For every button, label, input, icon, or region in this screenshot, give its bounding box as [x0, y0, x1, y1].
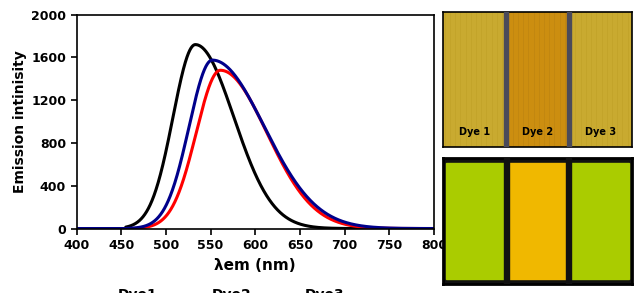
Dye3 [114, 227, 121, 230]
Dye3 [430, 227, 438, 230]
Text: Dye 3: Dye 3 [584, 127, 616, 137]
Dye3 [225, 67, 233, 71]
Dye2 [423, 227, 431, 230]
Bar [446, 163, 503, 279]
Dye3 [423, 227, 431, 230]
Dye2 [216, 69, 224, 72]
Dye2 [225, 71, 233, 75]
Dye3 [210, 58, 218, 62]
Dye2 [135, 226, 142, 230]
Dye1 [191, 43, 199, 46]
Bar [506, 12, 569, 146]
Dye1 [430, 227, 438, 230]
Dye1 [73, 227, 80, 230]
Dye1 [225, 102, 233, 105]
Dye1 [114, 227, 121, 230]
Bar [443, 12, 506, 146]
Bar [572, 163, 629, 279]
Text: Dye 2: Dye 2 [522, 127, 553, 137]
Dye2 [114, 227, 121, 230]
Dye3 [135, 226, 142, 229]
Dye2 [73, 227, 80, 230]
Bar [569, 12, 632, 146]
Dye1 [423, 227, 431, 230]
Dye2 [385, 226, 392, 230]
Bar [567, 12, 571, 146]
Bar [567, 158, 572, 284]
Dye3 [209, 58, 216, 62]
Text: Dye 1: Dye 1 [459, 127, 491, 137]
Dye1 [135, 219, 142, 223]
Dye2 [210, 75, 218, 78]
Y-axis label: Emission intinisity: Emission intinisity [13, 50, 27, 193]
X-axis label: λem (nm): λem (nm) [214, 258, 296, 272]
Line: Dye1: Dye1 [77, 45, 434, 229]
Line: Dye2: Dye2 [77, 70, 434, 229]
Dye1 [210, 63, 218, 66]
Dye1 [385, 227, 392, 230]
Dye3 [73, 227, 80, 230]
Dye3 [385, 226, 392, 230]
Bar [504, 12, 508, 146]
Dye2 [430, 227, 438, 230]
Line: Dye3: Dye3 [77, 60, 434, 229]
Bar [508, 163, 567, 279]
Legend: Dye1, Dye2, Dye3: Dye1, Dye2, Dye3 [74, 282, 350, 293]
Bar [503, 158, 508, 284]
